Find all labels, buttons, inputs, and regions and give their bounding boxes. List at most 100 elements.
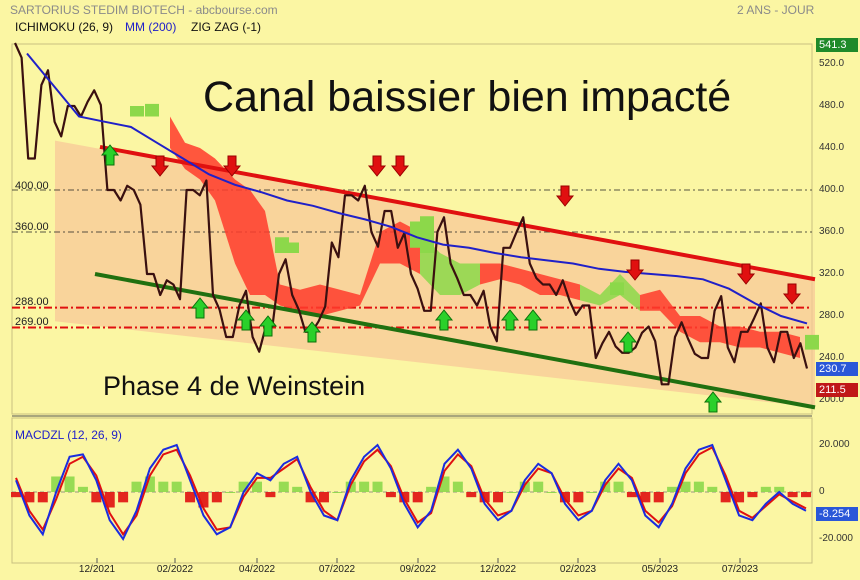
price-y-tick: 480.0 xyxy=(819,100,845,111)
badge-top: 541.3 xyxy=(816,38,858,52)
macd-histogram-bar xyxy=(77,486,88,492)
macd-histogram-bar xyxy=(426,486,437,492)
macd-histogram-bar xyxy=(278,481,289,492)
x-tick: 07/2023 xyxy=(721,564,759,575)
cloud-segment xyxy=(170,116,185,169)
macd-histogram-bar xyxy=(24,492,35,503)
macd-histogram-bar xyxy=(11,492,21,498)
macd-histogram-bar xyxy=(372,481,383,492)
cloud-segment xyxy=(700,316,720,343)
macd-line xyxy=(15,443,807,541)
macd-histogram-bar xyxy=(760,486,771,492)
cloud-segment xyxy=(640,289,660,311)
x-tick: 09/2022 xyxy=(399,564,437,575)
buy-arrow xyxy=(236,309,256,331)
macd-y-tick: -20.000 xyxy=(819,533,853,544)
channel-lower-line xyxy=(94,272,816,410)
macd-histogram-bar xyxy=(667,486,678,492)
macd-histogram-bar xyxy=(533,481,544,492)
macd-y-tick: 0 xyxy=(819,486,825,497)
cloud-segment xyxy=(185,142,200,180)
buy-arrow xyxy=(190,297,210,319)
macd-histogram-bar xyxy=(37,492,48,503)
buy-arrow xyxy=(434,309,454,331)
macd-histogram-bar xyxy=(774,486,785,492)
macd-histogram-bar xyxy=(573,492,584,503)
price-panel-frame xyxy=(11,43,813,415)
macd-histogram-bar xyxy=(452,481,463,492)
macd-histogram-bar xyxy=(225,492,236,493)
macd-histogram-bar xyxy=(292,486,303,492)
buy-arrow xyxy=(703,391,723,413)
macd-histogram-bar xyxy=(412,492,423,503)
macd-histogram-bar xyxy=(252,481,263,492)
buy-arrow xyxy=(500,309,520,331)
x-tick: 12/2022 xyxy=(479,564,517,575)
level-269-label: 269.00 xyxy=(15,316,49,328)
cloud-segment xyxy=(440,253,460,295)
x-tick: 02/2022 xyxy=(156,564,194,575)
sell-arrow xyxy=(555,185,575,207)
legend-ichimoku: ICHIMOKU (26, 9) xyxy=(15,20,114,34)
cloud-segment xyxy=(680,316,700,343)
level-360-label: 360.00 xyxy=(15,221,49,233)
cloud-bull-patch xyxy=(285,242,299,253)
price-y-tick: 440.0 xyxy=(819,142,845,153)
cloud-segment xyxy=(280,284,300,311)
macd-histogram-bar xyxy=(318,492,329,503)
cloud-segment xyxy=(660,289,680,332)
macd-histogram-bar xyxy=(185,492,196,503)
x-tick: 12/2021 xyxy=(78,564,116,575)
cloud-bull-patch xyxy=(805,334,819,350)
macd-histogram-bar xyxy=(104,492,115,508)
price-line xyxy=(13,42,809,386)
macd-y-tick: 20.000 xyxy=(819,439,850,450)
macd-histogram-bar xyxy=(332,492,343,493)
sell-arrow xyxy=(390,155,410,177)
annotation-phase: Phase 4 de Weinstein xyxy=(103,371,366,401)
buy-arrow xyxy=(258,315,278,337)
chart-title: SARTORIUS STEDIM BIOTECH - abcbourse.com xyxy=(10,3,278,17)
x-tick: 02/2023 xyxy=(559,564,597,575)
channel-upper-line xyxy=(99,144,816,282)
level-400-label: 400.00 xyxy=(15,180,49,192)
macd-histogram-bar xyxy=(653,492,664,503)
cloud-segment xyxy=(580,284,600,306)
cloud-bull-patch xyxy=(130,106,144,117)
macd-histogram-bar xyxy=(680,481,691,492)
price-y-tick: 200.0 xyxy=(819,394,845,405)
cloud-segment xyxy=(300,284,320,316)
x-tick: 05/2023 xyxy=(641,564,679,575)
cloud-segment xyxy=(620,274,640,311)
macd-histogram-bar xyxy=(506,492,517,493)
macd-histogram-bar xyxy=(118,492,129,503)
macd-legend: MACDZL (12, 26, 9) xyxy=(15,428,122,442)
cloud-segment xyxy=(460,263,480,295)
cloud-bull-patch xyxy=(420,216,434,253)
macd-histogram-bar xyxy=(707,486,718,492)
macd-histogram-bar xyxy=(211,492,222,503)
macd-histogram-bar xyxy=(91,492,102,503)
badge-macd: -8.254 xyxy=(816,507,858,521)
macd-histogram-bar xyxy=(466,492,477,498)
price-y-tick: 360.0 xyxy=(819,226,845,237)
chart-period: 2 ANS - JOUR xyxy=(737,3,815,17)
sell-arrow xyxy=(150,155,170,177)
macd-histogram-bar xyxy=(720,492,731,503)
price-y-tick: 520.0 xyxy=(819,58,845,69)
cloud-segment xyxy=(215,158,235,264)
cloud-bull-patch xyxy=(145,103,159,117)
price-y-tick: 240.0 xyxy=(819,352,845,363)
macd-histogram-bar xyxy=(238,481,249,492)
legend-zigzag: ZIG ZAG (-1) xyxy=(191,20,261,34)
macd-histogram-bar xyxy=(801,492,811,498)
macd-histogram-bar xyxy=(439,476,450,492)
sell-arrow xyxy=(367,155,387,177)
macd-histogram-bar xyxy=(546,492,557,493)
macd-histogram-bar xyxy=(305,492,316,503)
macd-histogram-bar xyxy=(158,481,169,492)
cloud-bull-patch xyxy=(610,282,624,295)
buy-arrow xyxy=(618,331,638,353)
macd-histogram-bar xyxy=(734,492,745,503)
